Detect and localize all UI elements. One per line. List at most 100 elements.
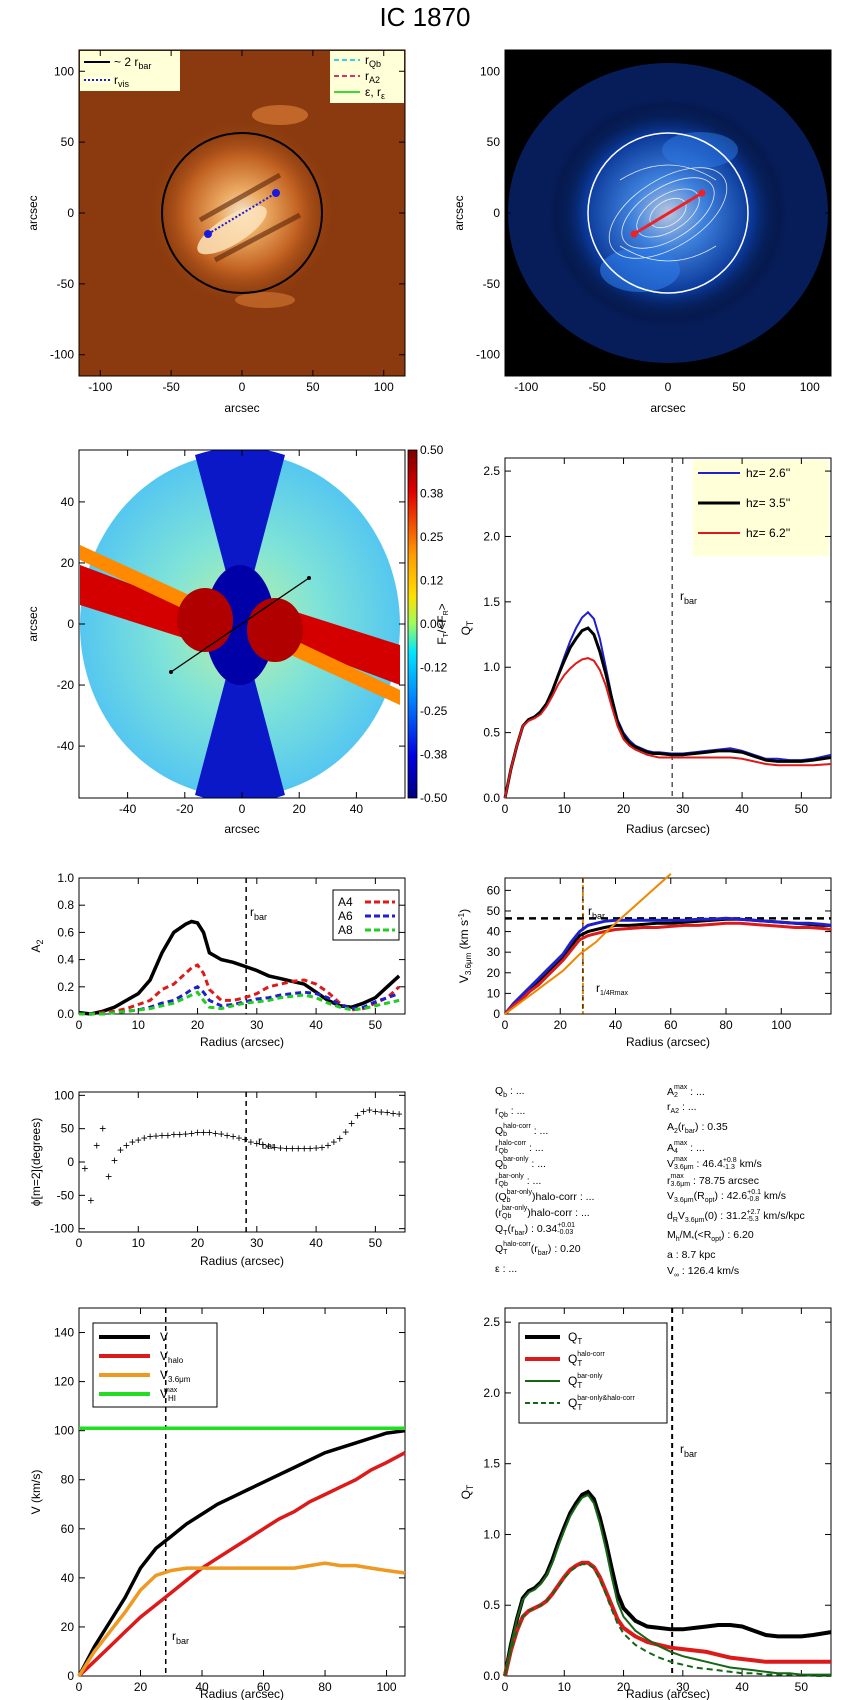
y-tick-label: 120 — [54, 1375, 74, 1389]
x-tick-label: 0 — [76, 1236, 83, 1250]
panel-qt-corrections: QT QThalo-corr QTbar-only QTbar-only&halo-c… — [459, 1307, 832, 1700]
legend-label-eps: ε, rε — [365, 85, 385, 101]
x-tick-label: 50 — [369, 1018, 383, 1032]
x-axis-label: Radius (arcsec) — [200, 1035, 284, 1049]
phase-point: + — [176, 1128, 183, 1142]
y-tick-label: 0 — [67, 1669, 74, 1683]
y-tick-label: 100 — [54, 64, 74, 78]
panel-qt-profiles: hz= 2.6'' hz= 3.5'' hz= 6.2'' 0 10 20 30 40 50 0… — [459, 457, 832, 836]
x-tick-label: -40 — [119, 802, 137, 816]
phase-point: + — [81, 1162, 88, 1176]
y-tick-label: -40 — [57, 739, 75, 753]
x-tick-label: -50 — [162, 380, 180, 394]
info-row: r max 3.6μm : 78.75 arcsec — [667, 1172, 759, 1188]
qt-line — [504, 610, 832, 799]
y-tick-label: 2.5 — [483, 1315, 500, 1329]
phase-point: + — [129, 1135, 136, 1149]
y-tick-label: -50 — [57, 1188, 75, 1202]
y-tick-label: -50 — [57, 277, 75, 291]
phase-point: + — [396, 1107, 403, 1121]
x-axis-label: arcsec — [650, 401, 685, 415]
phase-point: + — [212, 1126, 219, 1140]
phase-point: + — [336, 1132, 343, 1146]
bar-end-marker — [307, 576, 311, 580]
legend-label: QT — [568, 1330, 582, 1346]
x-tick-label: 50 — [369, 1236, 383, 1250]
y-axis-label: ϕ[m=2](degrees) — [29, 1118, 43, 1206]
phase-point: + — [307, 1142, 314, 1156]
phase-point: + — [111, 1154, 118, 1168]
velocity-line — [77, 1451, 406, 1678]
colorbar-label: FT/<FR> — [435, 603, 450, 644]
bar-axis-line — [170, 577, 310, 673]
phase-point: + — [342, 1125, 349, 1139]
phase-point: + — [164, 1128, 171, 1142]
info-row: dRV3.6μm(0) : 31.2 +2.7 -5.3 km/s/kpc — [667, 1208, 805, 1224]
phase-point: + — [265, 1139, 272, 1153]
y-axis-label: arcsec — [26, 195, 40, 230]
phase-point: + — [147, 1130, 154, 1144]
bar-end-marker — [169, 670, 173, 674]
amplitude-line — [79, 963, 401, 1016]
phase-point: + — [93, 1138, 100, 1152]
rbar-label: rbar — [250, 905, 267, 922]
x-tick-label: -100 — [514, 380, 538, 394]
info-row: a : 8.7 kpc — [667, 1248, 716, 1261]
legend-label-2rbar: ~ 2 rbar — [114, 55, 151, 71]
phase-point: + — [319, 1140, 326, 1154]
x-tick-label: 40 — [309, 1236, 323, 1250]
x-tick-label: 0 — [502, 1680, 509, 1694]
y-tick-label: 1.5 — [483, 1457, 500, 1471]
panel-rotation-curve-36: 0 20 40 60 80 100 0 10 20 30 40 50 60 rbar r1/4Rmax Ra… — [457, 873, 832, 1049]
legend-label-rvis: rvis — [114, 73, 129, 89]
x-axis-label: Radius (arcsec) — [626, 1035, 710, 1049]
phase-point: + — [194, 1126, 201, 1140]
y-tick-label: -50 — [483, 277, 501, 291]
phase-point: + — [289, 1142, 296, 1156]
x-tick-label: 20 — [293, 802, 307, 816]
y-tick-label: 1.5 — [483, 595, 500, 609]
info-row: Mh/M*(<Ropt) : 6.20 — [667, 1229, 754, 1244]
y-tick-label: 50 — [61, 1122, 75, 1136]
x-tick-label: 100 — [800, 380, 820, 394]
x-tick-label: 30 — [250, 1018, 264, 1032]
y-axis-label: arcsec — [452, 195, 466, 230]
info-row: (r bar-only Qb)halo-corr : ... — [495, 1205, 590, 1221]
info-row: rQb : ... — [495, 1104, 526, 1119]
info-row: V3.6μm(Ropt) : 42.6 +0.1 -0.8 km/s — [667, 1189, 787, 1204]
y-tick-label: 0.4 — [57, 953, 74, 967]
velocity-line — [77, 1428, 406, 1677]
phase-point: + — [123, 1138, 130, 1152]
rbar-label: rbar — [680, 589, 697, 606]
phase-point: + — [230, 1130, 237, 1144]
y-tick-label: 0.5 — [483, 726, 500, 740]
y-tick-label: 100 — [54, 1424, 74, 1438]
colorbar-tick-label: 0.12 — [420, 574, 444, 588]
heat-lobe-orange — [280, 638, 400, 705]
y-tick-label: 0 — [493, 206, 500, 220]
x-tick-label: 20 — [134, 1680, 148, 1694]
heat-lobe-blue-bottom — [195, 625, 285, 798]
y-tick-label: 0.0 — [483, 791, 500, 805]
phase-point: + — [218, 1127, 225, 1141]
phase-point: + — [188, 1126, 195, 1140]
x-tick-label: 0 — [665, 380, 672, 394]
legend-label: A4 — [338, 895, 353, 909]
phase-point: + — [158, 1128, 165, 1142]
x-tick-label: 20 — [617, 802, 631, 816]
phase-point: + — [200, 1126, 207, 1140]
legend-label: QTbar-only — [568, 1373, 603, 1390]
velocity-line — [504, 873, 672, 1015]
colorbar-tick-label: 0.00 — [420, 617, 444, 631]
y-axis-label: QT — [459, 620, 475, 635]
x-tick-label: 40 — [195, 1680, 209, 1694]
legend-label: A8 — [338, 923, 353, 937]
y-tick-label: 60 — [61, 1522, 75, 1536]
velocity-line — [503, 916, 832, 1015]
x-tick-label: -100 — [88, 380, 112, 394]
blue-knot — [600, 248, 680, 292]
amplitude-line — [78, 919, 401, 1016]
